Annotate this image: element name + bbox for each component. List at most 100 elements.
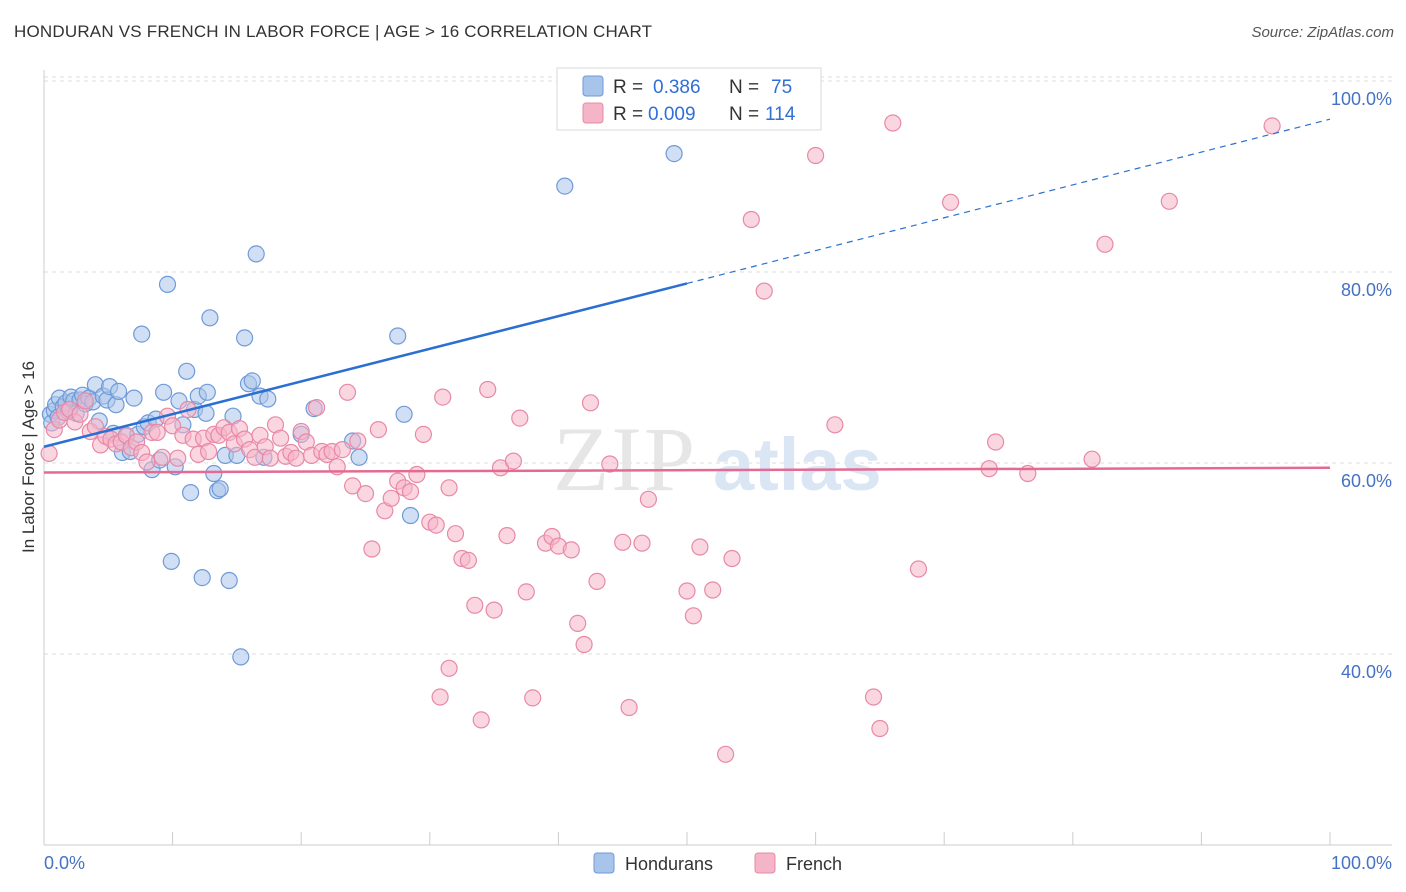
- y-tick-label-3: 100.0%: [1331, 89, 1392, 109]
- chart-source: Source: ZipAtlas.com: [1251, 24, 1394, 41]
- french-point-79: [472, 711, 490, 729]
- honduran-point-71: [556, 177, 574, 195]
- legend-r-label-hondurans: R =: [613, 77, 643, 98]
- honduran-point-56: [232, 648, 250, 666]
- legend-r-value-hondurans: 0.386: [653, 77, 701, 98]
- honduran-point-70: [401, 506, 420, 525]
- french-point-45: [272, 429, 290, 447]
- french-point-59: [344, 477, 362, 495]
- french-point-25: [169, 449, 187, 467]
- french-point-69: [408, 465, 426, 484]
- y-tick-label-2: 80.0%: [1341, 280, 1392, 300]
- bottom-legend: Hondurans French: [593, 852, 842, 874]
- legend-n-label-hondurans: N =: [729, 77, 759, 98]
- y-tick-label-0: 40.0%: [1341, 662, 1392, 682]
- french-point-7: [76, 392, 94, 410]
- french-point-74: [440, 479, 458, 497]
- french-point-113: [909, 560, 928, 578]
- honduran-point-67: [350, 448, 368, 466]
- french-point-123: [440, 659, 458, 677]
- french-point-110: [864, 688, 883, 706]
- french-point-83: [498, 526, 516, 545]
- french-point-84: [504, 452, 523, 470]
- french-point-112: [884, 114, 902, 132]
- french-point-101: [678, 582, 696, 600]
- french-point-108: [806, 146, 825, 165]
- french-point-120: [1160, 192, 1178, 210]
- watermark-atlas: atlas: [713, 423, 882, 506]
- french-point-0: [40, 444, 58, 462]
- french-point-96: [601, 455, 619, 473]
- french-point-60: [349, 432, 367, 450]
- french-point-107: [755, 282, 773, 300]
- french-point-103: [691, 538, 709, 556]
- french-point-85: [511, 409, 529, 427]
- honduran-point-69: [395, 405, 413, 423]
- french-point-31: [200, 442, 218, 461]
- hondurans-series: [41, 70, 683, 666]
- legend-n-value-hondurans: 75: [771, 77, 792, 98]
- honduran-point-43: [182, 484, 200, 502]
- honduran-point-46: [193, 568, 211, 587]
- french-point-109: [826, 416, 844, 434]
- french-point-80: [479, 380, 497, 399]
- french-point-95: [588, 572, 606, 591]
- y-tick-labels: 40.0% 60.0% 80.0% 100.0%: [1331, 89, 1392, 682]
- watermark: ZIP atlas: [553, 408, 882, 510]
- chart-title: HONDURAN VS FRENCH IN LABOR FORCE | AGE …: [14, 22, 653, 41]
- honduran-point-59: [243, 372, 261, 390]
- french-point-91: [562, 541, 580, 559]
- honduran-point-73: [665, 145, 683, 163]
- french-point-87: [524, 689, 542, 707]
- french-point-121: [1263, 117, 1281, 135]
- honduran-point-53: [220, 571, 238, 590]
- french-point-93: [575, 635, 593, 654]
- trend-lines: [43, 118, 1331, 474]
- french-point-81: [485, 601, 503, 619]
- honduran-point-38: [162, 552, 180, 571]
- legend-n-value-french: 114: [765, 104, 796, 125]
- french-trend-line: [43, 466, 1331, 474]
- french-point-97: [614, 533, 632, 551]
- honduran-point-24: [109, 382, 128, 400]
- x-tick-labels: 0.0% 100.0%: [44, 853, 1392, 873]
- french-point-122: [716, 745, 735, 763]
- legend-swatch-french: [582, 102, 604, 124]
- legend-n-label-french: N =: [729, 104, 759, 125]
- french-point-114: [941, 193, 960, 211]
- french-point-116: [986, 433, 1005, 451]
- french-point-72: [427, 516, 445, 534]
- french-point-77: [459, 551, 477, 570]
- french-point-70: [414, 425, 432, 443]
- french-point-22: [153, 448, 171, 466]
- french-point-100: [639, 490, 658, 508]
- bottom-legend-swatch-hondurans: [593, 852, 615, 874]
- french-point-78: [466, 596, 484, 614]
- french-point-65: [382, 489, 400, 507]
- hondurans-trend-extension: [686, 118, 1331, 285]
- honduran-point-37: [158, 275, 177, 293]
- french-series: [40, 114, 1281, 763]
- french-point-75: [446, 525, 465, 543]
- x-tick-label-0: 0.0%: [44, 853, 85, 873]
- honduran-point-36: [155, 383, 173, 401]
- french-point-124: [431, 688, 449, 706]
- french-point-111: [871, 719, 889, 738]
- french-point-68: [401, 483, 420, 501]
- french-point-99: [633, 534, 651, 552]
- french-point-63: [369, 421, 387, 439]
- honduran-point-68: [389, 327, 407, 345]
- y-tick-label-1: 60.0%: [1341, 471, 1392, 491]
- french-point-58: [338, 383, 357, 401]
- legend-box: R = 0.386 N = 75 R = 0.009 N = 114: [556, 67, 822, 131]
- french-point-57: [333, 441, 351, 459]
- hondurans-trend-line: [43, 282, 688, 448]
- french-point-102: [684, 607, 703, 625]
- french-point-62: [363, 540, 381, 558]
- x-axis-ticks: [43, 832, 1331, 845]
- honduran-point-60: [247, 245, 265, 263]
- honduran-point-42: [178, 362, 196, 380]
- watermark-zip: ZIP: [553, 408, 697, 510]
- x-tick-label-1: 100.0%: [1331, 853, 1392, 873]
